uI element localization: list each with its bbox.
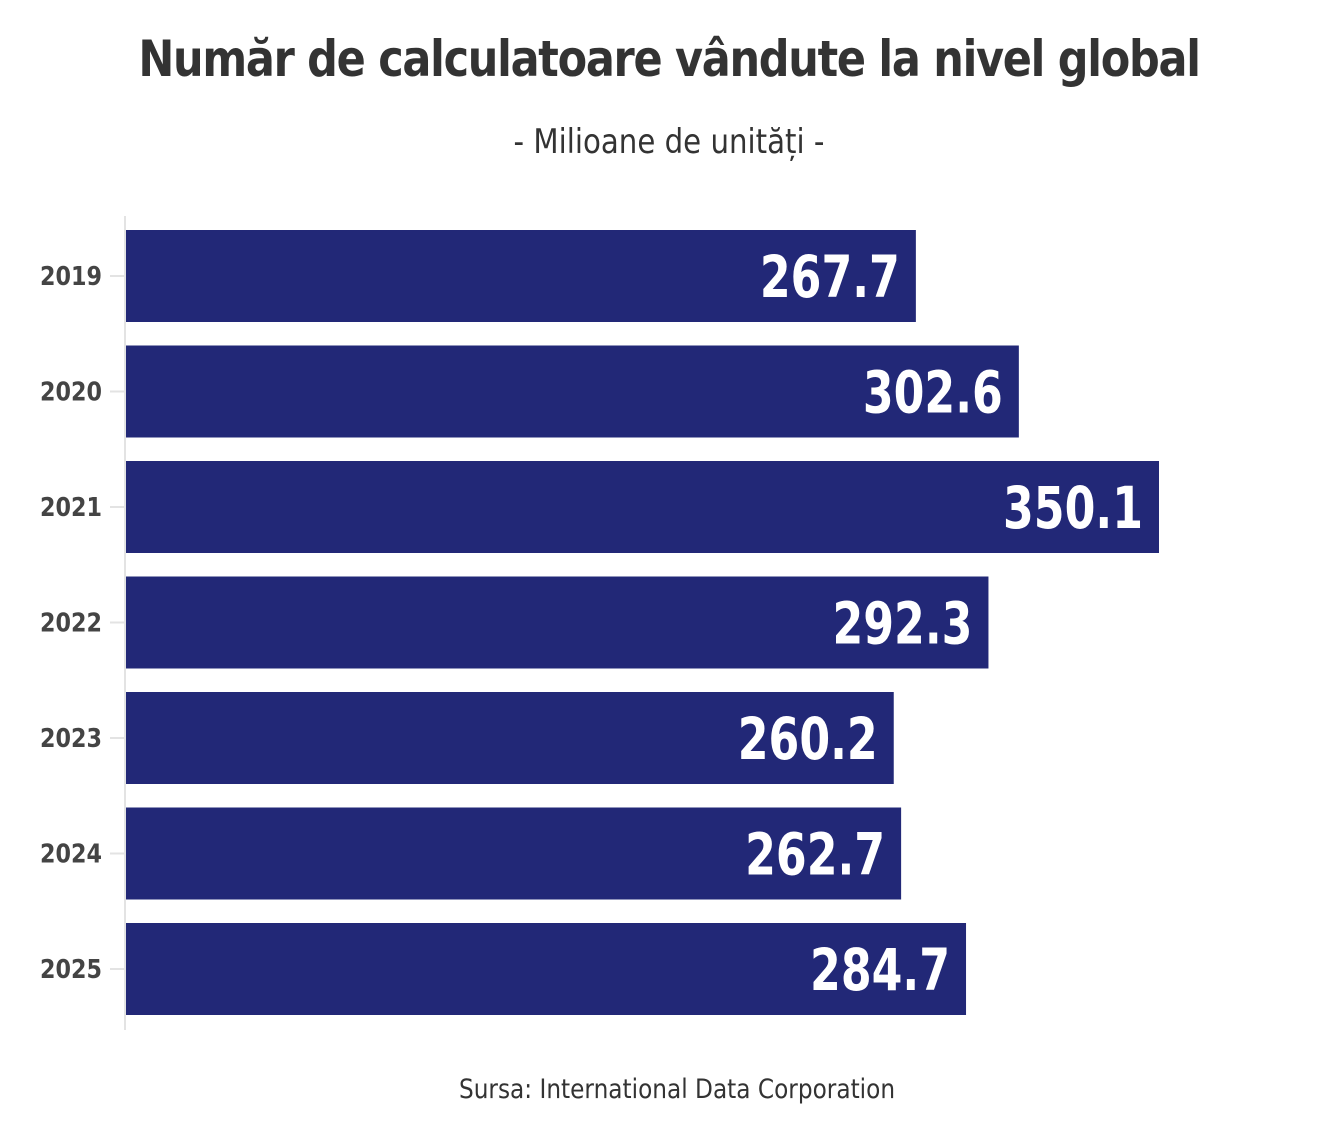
bar-2025 (126, 923, 967, 1015)
y-tick-label-2023: 2023 (40, 724, 102, 754)
bar-2023 (126, 692, 894, 784)
y-tick-label-2025: 2025 (40, 955, 102, 985)
y-tick-label-2024: 2024 (40, 840, 102, 870)
data-label-2020: 302.6 (863, 359, 1003, 427)
y-tick-label-2021: 2021 (40, 493, 102, 523)
data-label-2022: 292.3 (832, 590, 972, 658)
y-tick-label-2022: 2022 (40, 609, 102, 639)
data-label-2019: 267.7 (760, 243, 900, 311)
data-label-2025: 284.7 (810, 936, 950, 1004)
bar-2022 (126, 576, 989, 669)
bar-2024 (126, 807, 902, 900)
chart-subtitle: - Milioane de unități - (513, 122, 825, 162)
bar-2020 (126, 345, 1019, 438)
data-label-2024: 262.7 (745, 821, 885, 889)
source-caption: Sursa: International Data Corporation (458, 1074, 896, 1105)
chart-title: Număr de calculatoare vândute la nivel g… (138, 30, 1201, 88)
data-label-2021: 350.1 (1003, 474, 1143, 542)
bars-layer (126, 230, 1159, 1015)
bar-2021 (126, 461, 1159, 553)
y-tick-label-2020: 2020 (40, 378, 102, 408)
data-label-2023: 260.2 (738, 705, 878, 773)
y-tick-label-2019: 2019 (40, 262, 102, 292)
ticks-layer: 2019 2020 2021 2022 2023 2024 2025 (40, 262, 125, 985)
bar-2019 (126, 230, 916, 322)
